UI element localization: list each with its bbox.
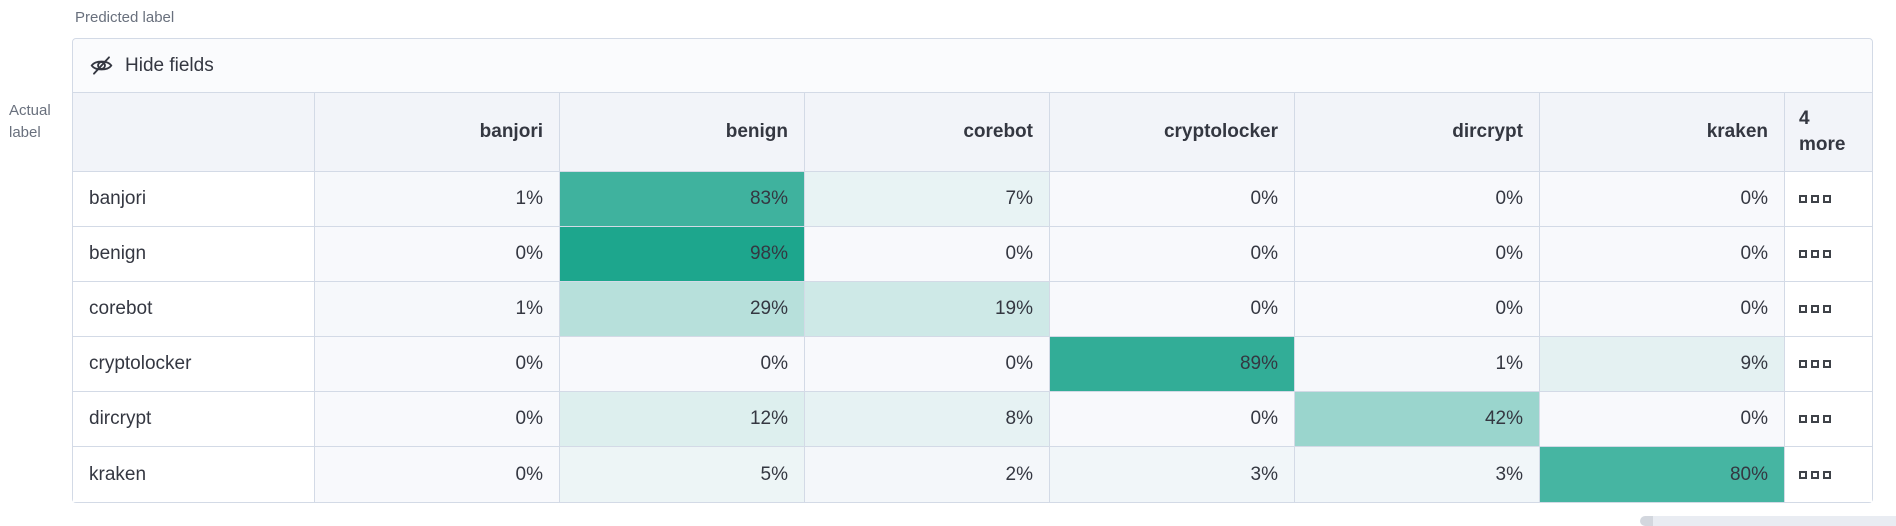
matrix-cell-kraken-benign[interactable]: 5% [560, 447, 805, 502]
boxes-horizontal-icon [1799, 360, 1831, 368]
boxes-horizontal-icon [1799, 470, 1831, 479]
more-columns-cell[interactable] [1785, 172, 1872, 226]
matrix-cell-corebot-dircrypt[interactable]: 0% [1295, 282, 1540, 336]
matrix-cell-kraken-dircrypt[interactable]: 3% [1295, 447, 1540, 502]
matrix-cell-dircrypt-cryptolocker[interactable]: 0% [1050, 392, 1295, 446]
table-row-benign: benign 0% 98% 0% 0% 0% 0% [73, 227, 1872, 282]
row-label-cell[interactable]: dircrypt [73, 392, 315, 446]
matrix-cell-corebot-corebot[interactable]: 19% [805, 282, 1050, 336]
predicted-label-caption: Predicted label [75, 9, 175, 26]
more-columns-cell[interactable] [1785, 227, 1872, 281]
boxes-horizontal-icon [1799, 415, 1831, 423]
boxes-horizontal-icon [1799, 195, 1831, 203]
matrix-cell-cryptolocker-dircrypt[interactable]: 1% [1295, 337, 1540, 391]
corner-header-cell [73, 93, 315, 171]
more-columns-cell[interactable] [1785, 282, 1872, 336]
column-headers-row: banjori benign corebot cryptolocker dircrypt… [73, 93, 1872, 172]
matrix-cell-dircrypt-corebot[interactable]: 8% [805, 392, 1050, 446]
matrix-cell-corebot-benign[interactable]: 29% [560, 282, 805, 336]
matrix-cell-cryptolocker-corebot[interactable]: 0% [805, 337, 1050, 391]
boxes-horizontal-icon [1799, 305, 1831, 313]
matrix-cell-benign-kraken[interactable]: 0% [1540, 227, 1785, 281]
scrollbar-thumb-end [1640, 516, 1653, 526]
matrix-cell-dircrypt-banjori[interactable]: 0% [315, 392, 560, 446]
table-row-cryptolocker: cryptolocker 0% 0% 0% 89% 1% 9% [73, 337, 1872, 392]
matrix-cell-cryptolocker-cryptolocker[interactable]: 89% [1050, 337, 1295, 391]
matrix-cell-banjori-kraken[interactable]: 0% [1540, 172, 1785, 226]
matrix-cell-corebot-banjori[interactable]: 1% [315, 282, 560, 336]
matrix-cell-dircrypt-dircrypt[interactable]: 42% [1295, 392, 1540, 446]
matrix-cell-cryptolocker-banjori[interactable]: 0% [315, 337, 560, 391]
actual-label-caption: Actual label [9, 102, 51, 141]
table-row-dircrypt: dircrypt 0% 12% 8% 0% 42% 0% [73, 392, 1872, 447]
row-label-cell[interactable]: benign [73, 227, 315, 281]
matrix-cell-banjori-cryptolocker[interactable]: 0% [1050, 172, 1295, 226]
grid-body: banjori 1% 83% 7% 0% 0% 0% benign 0% 98% 0% 0% 0% 0% c… [73, 172, 1872, 502]
hide-fields-button[interactable]: Hide fields [89, 53, 214, 78]
matrix-cell-cryptolocker-benign[interactable]: 0% [560, 337, 805, 391]
matrix-cell-benign-corebot[interactable]: 0% [805, 227, 1050, 281]
boxes-horizontal-icon [1799, 250, 1831, 258]
matrix-cell-banjori-banjori[interactable]: 1% [315, 172, 560, 226]
more-columns-cell[interactable] [1785, 447, 1872, 502]
matrix-cell-dircrypt-benign[interactable]: 12% [560, 392, 805, 446]
table-row-banjori: banjori 1% 83% 7% 0% 0% 0% [73, 172, 1872, 227]
matrix-cell-banjori-corebot[interactable]: 7% [805, 172, 1050, 226]
eye-closed-icon [89, 53, 114, 78]
column-header-banjori[interactable]: banjori [315, 93, 560, 171]
more-columns-cell[interactable] [1785, 392, 1872, 446]
more-count: 4 [1799, 108, 1810, 129]
hide-fields-label: Hide fields [125, 54, 214, 76]
column-header-cryptolocker[interactable]: cryptolocker [1050, 93, 1295, 171]
matrix-cell-kraken-banjori[interactable]: 0% [315, 447, 560, 502]
more-word: more [1799, 134, 1846, 155]
matrix-cell-kraken-cryptolocker[interactable]: 3% [1050, 447, 1295, 502]
row-label-cell[interactable]: cryptolocker [73, 337, 315, 391]
column-header-more[interactable]: 4 more [1785, 93, 1872, 171]
table-row-corebot: corebot 1% 29% 19% 0% 0% 0% [73, 282, 1872, 337]
confusion-matrix-grid: Hide fields banjori benign corebot cryptolo… [72, 38, 1873, 503]
column-header-dircrypt[interactable]: dircrypt [1295, 93, 1540, 171]
row-label-cell[interactable]: corebot [73, 282, 315, 336]
column-header-benign[interactable]: benign [560, 93, 805, 171]
matrix-cell-benign-dircrypt[interactable]: 0% [1295, 227, 1540, 281]
matrix-cell-corebot-cryptolocker[interactable]: 0% [1050, 282, 1295, 336]
more-columns-cell[interactable] [1785, 337, 1872, 391]
matrix-cell-kraken-corebot[interactable]: 2% [805, 447, 1050, 502]
matrix-cell-corebot-kraken[interactable]: 0% [1540, 282, 1785, 336]
matrix-cell-benign-cryptolocker[interactable]: 0% [1050, 227, 1295, 281]
grid-toolbar: Hide fields [73, 39, 1872, 93]
horizontal-scrollbar[interactable] [1640, 516, 1896, 526]
matrix-cell-cryptolocker-kraken[interactable]: 9% [1540, 337, 1785, 391]
table-row-kraken: kraken 0% 5% 2% 3% 3% 80% [73, 447, 1872, 502]
matrix-cell-kraken-kraken[interactable]: 80% [1540, 447, 1785, 502]
row-label-cell[interactable]: kraken [73, 447, 315, 502]
row-label-cell[interactable]: banjori [73, 172, 315, 226]
matrix-cell-banjori-dircrypt[interactable]: 0% [1295, 172, 1540, 226]
matrix-cell-benign-banjori[interactable]: 0% [315, 227, 560, 281]
matrix-cell-banjori-benign[interactable]: 83% [560, 172, 805, 226]
matrix-cell-dircrypt-kraken[interactable]: 0% [1540, 392, 1785, 446]
column-header-corebot[interactable]: corebot [805, 93, 1050, 171]
matrix-cell-benign-benign[interactable]: 98% [560, 227, 805, 281]
column-header-kraken[interactable]: kraken [1540, 93, 1785, 171]
